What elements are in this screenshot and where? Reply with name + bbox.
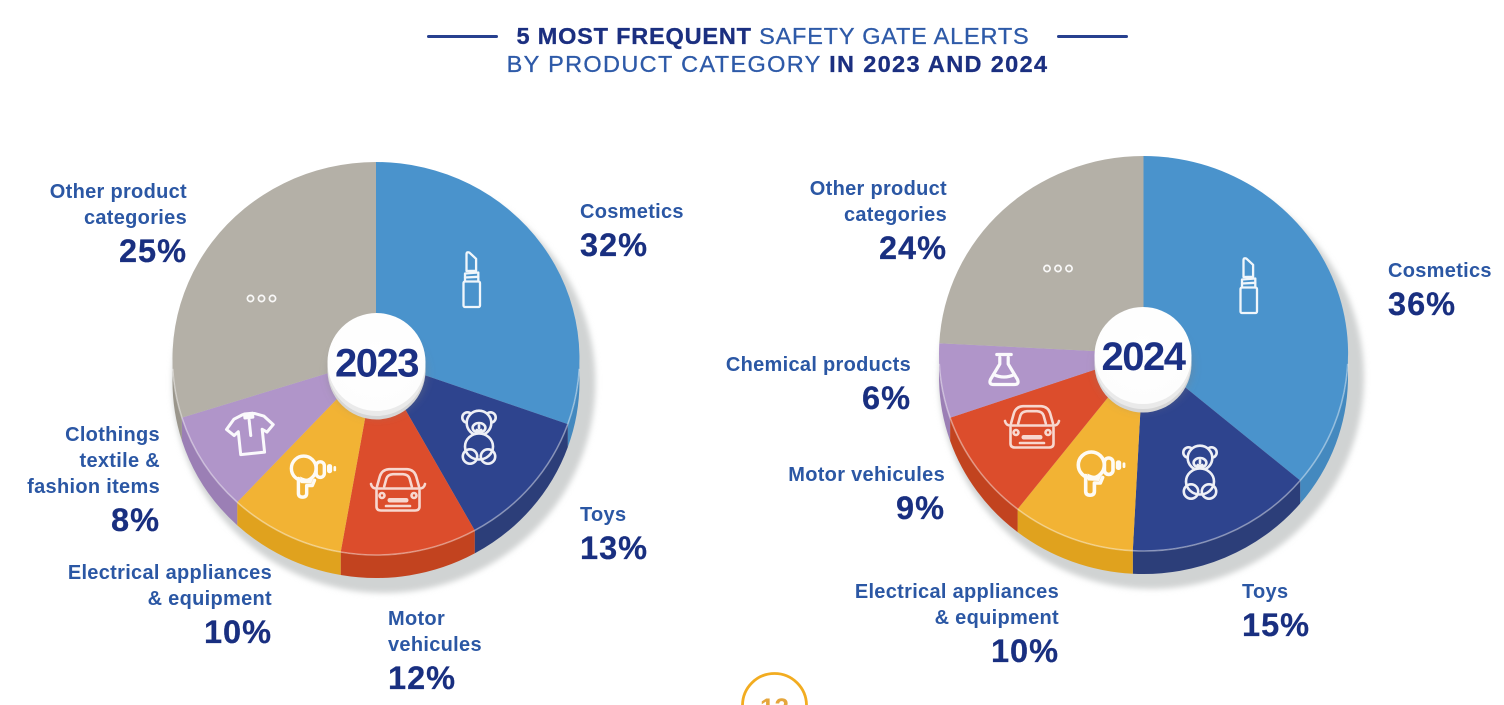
svg-text:12: 12 bbox=[760, 693, 789, 705]
svg-text:2024: 2024 bbox=[1102, 335, 1187, 379]
svg-text:2023: 2023 bbox=[335, 342, 418, 386]
